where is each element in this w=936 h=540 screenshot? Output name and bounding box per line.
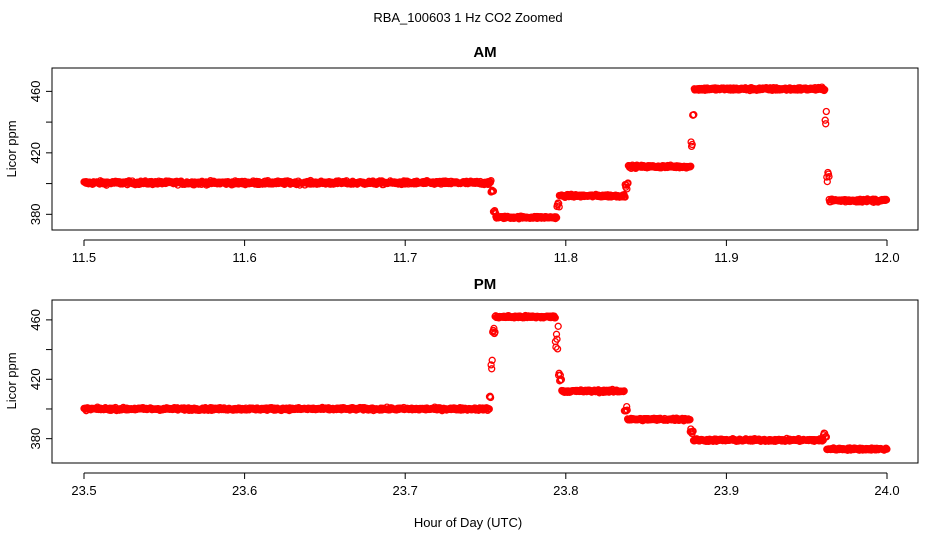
- am-data-point: [821, 86, 829, 94]
- am-data-point: [821, 116, 829, 124]
- am-x-tick-label: 11.9: [714, 250, 738, 265]
- pm-x-tick-label: 23.9: [714, 483, 739, 498]
- pm-data-point: [556, 371, 564, 379]
- pm-x-tick-label: 23.8: [553, 483, 578, 498]
- pm-x-tick-label: 23.6: [232, 483, 257, 498]
- am-data-point: [621, 193, 629, 201]
- pm-y-tick-label: 380: [28, 428, 43, 450]
- pm-data-point: [883, 445, 891, 453]
- am-data-point: [688, 140, 696, 149]
- pm-data-point: [486, 393, 495, 402]
- pm-data-point: [491, 328, 499, 336]
- am-x-axis: 11.5 11.6 11.7 11.8 11.9 12.0: [72, 239, 900, 265]
- am-data-point: [825, 172, 833, 181]
- pm-y-axis-label: Licor ppm: [4, 352, 19, 409]
- am-data-point: [489, 187, 498, 195]
- am-panel: AM 11.5 11.6 11.7 11.8 11.9 12.0 380 420 460 Li…: [4, 44, 919, 265]
- pm-data-point: [551, 314, 559, 322]
- am-data-point: [822, 120, 830, 128]
- am-x-tick-label: 11.6: [232, 250, 256, 265]
- x-axis-label: Hour of Day (UTC): [414, 515, 522, 530]
- am-x-tick-label: 11.7: [393, 250, 417, 265]
- pm-data-point: [689, 427, 697, 435]
- pm-data-point: [553, 345, 562, 353]
- pm-data-point: [554, 322, 562, 330]
- pm-data-point: [488, 356, 496, 364]
- pm-data-point: [623, 402, 631, 411]
- pm-data-point: [686, 415, 694, 424]
- pm-x-tick-label: 23.7: [393, 483, 418, 498]
- am-panel-title: AM: [473, 44, 496, 61]
- pm-x-tick-label: 23.5: [71, 483, 96, 498]
- am-data-point: [555, 203, 563, 211]
- pm-y-axis: 380 420 460: [28, 309, 53, 450]
- figure-title: RBA_100603 1 Hz CO2 Zoomed: [373, 10, 562, 25]
- am-data-point: [624, 179, 632, 187]
- pm-data-point: [552, 343, 560, 351]
- am-y-tick-label: 460: [28, 81, 43, 103]
- pm-x-axis: 23.5 23.6 23.7 23.8 23.9 24.0: [71, 472, 900, 498]
- am-y-axis-label: Licor ppm: [4, 120, 19, 177]
- am-y-tick-label: 380: [28, 203, 43, 225]
- am-data-point: [882, 196, 891, 204]
- pm-y-tick-label: 420: [28, 368, 43, 390]
- am-data-point: [690, 111, 698, 119]
- pm-data-point: [485, 405, 493, 413]
- am-data-point: [555, 199, 563, 208]
- pm-data-point: [553, 335, 561, 343]
- pm-data-point: [557, 375, 566, 384]
- am-x-tick-label: 11.8: [554, 250, 578, 265]
- am-data-point: [552, 214, 561, 222]
- am-y-axis: 380 420 460: [28, 81, 53, 225]
- pm-data-point: [822, 433, 831, 441]
- am-points: [80, 83, 891, 223]
- pm-y-tick-label: 460: [28, 309, 43, 331]
- pm-x-tick-label: 24.0: [874, 483, 899, 498]
- pm-data-point: [620, 387, 628, 395]
- pm-panel: PM 23.5 23.6 23.7 23.8 23.9 24.0 380 420 460 Li…: [4, 276, 919, 498]
- pm-data-point: [552, 330, 561, 338]
- am-data-point: [822, 107, 830, 116]
- pm-points: [80, 311, 891, 454]
- pm-data-point: [623, 406, 631, 414]
- pm-data-point: [487, 361, 495, 369]
- pm-panel-title: PM: [474, 276, 497, 293]
- am-y-tick-label: 420: [28, 142, 43, 164]
- pm-data-point: [490, 324, 498, 333]
- am-data-point: [687, 162, 695, 170]
- am-x-tick-label: 12.0: [874, 250, 899, 265]
- am-data-point: [487, 176, 495, 185]
- pm-data-point: [488, 365, 496, 373]
- am-x-tick-label: 11.5: [72, 250, 96, 265]
